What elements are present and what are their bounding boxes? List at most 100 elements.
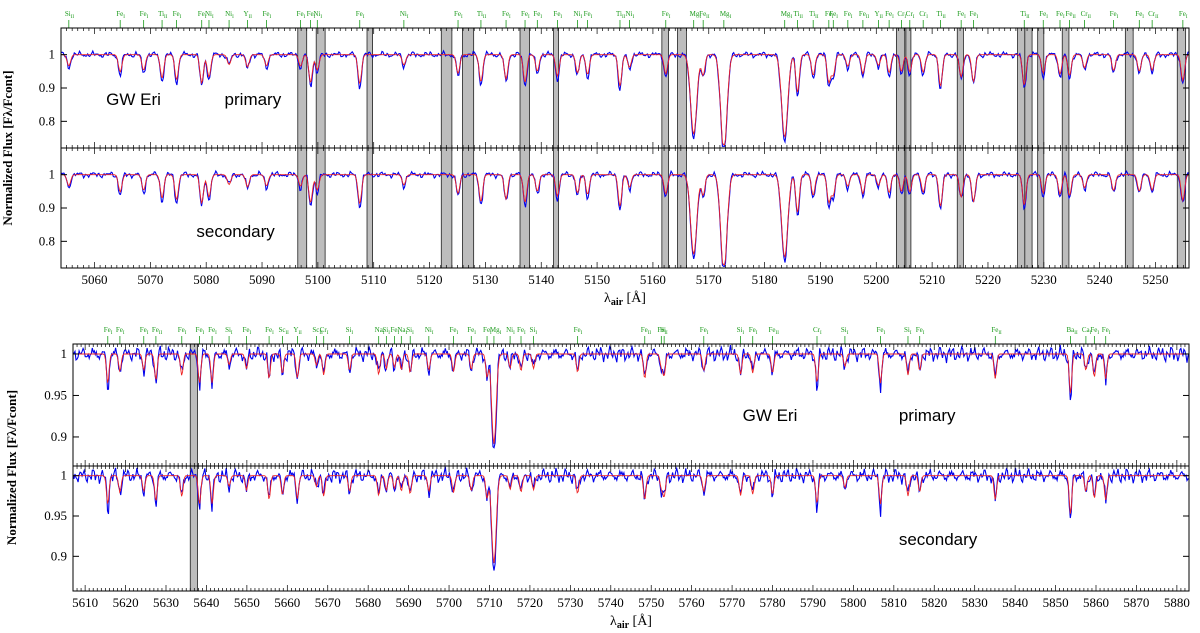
line-id-label: FeI — [533, 10, 542, 20]
x-tick-label: 5840 — [1002, 595, 1028, 610]
masked-region — [1024, 147, 1033, 269]
x-tick-label: 5220 — [975, 272, 1001, 287]
x-tick-label: 5250 — [1142, 272, 1168, 287]
line-id-label: NiI — [625, 10, 634, 20]
line-id-label: FeI — [1090, 326, 1099, 336]
panel-frame — [72, 343, 1190, 467]
line-id-label: CrI — [906, 10, 915, 20]
x-tick-label: 5700 — [436, 595, 462, 610]
line-id-label: FeI — [116, 326, 125, 336]
line-id-label: FeI — [262, 10, 271, 20]
line-id-label: FeI — [390, 326, 399, 336]
x-tick-label: 5630 — [153, 595, 179, 610]
line-id-label: FeI — [885, 10, 894, 20]
line-id-label: TiII — [937, 10, 947, 20]
masked-region — [1124, 147, 1134, 269]
line-id-label: CrII — [1148, 10, 1159, 20]
line-id-label: FeI — [916, 326, 925, 336]
masked-region — [315, 147, 326, 269]
line-id-label: FeI — [1039, 10, 1048, 20]
masked-region — [956, 147, 964, 269]
x-tick-label: 5670 — [315, 595, 341, 610]
x-tick-label: 5620 — [113, 595, 139, 610]
line-id-label: FeI — [662, 10, 671, 20]
y-tick-label: 1 — [61, 468, 68, 483]
line-id-label: FeI — [1102, 326, 1111, 336]
line-id-label: SiI — [530, 326, 538, 336]
panel-label: GW Eri — [106, 90, 161, 109]
masked-region — [366, 147, 373, 269]
masked-region — [315, 27, 326, 149]
x-tick-label: 5070 — [137, 272, 163, 287]
masked-region — [189, 465, 198, 592]
masked-region — [1061, 147, 1070, 269]
bottom-chart: FeI FeI FeI FeII FeI FeI FeI SiI FeI FeI ScII YII Sc… — [4, 326, 1190, 631]
line-id-label: FeI — [574, 326, 583, 336]
line-id-label: FeII — [1065, 10, 1076, 20]
x-tick-label: 5740 — [598, 595, 624, 610]
line-id-label: TiII — [158, 10, 168, 20]
x-tick-label: 5680 — [355, 595, 381, 610]
line-id-label: YII — [875, 10, 884, 20]
x-tick-label: 5730 — [557, 595, 583, 610]
observed-spectrum-line — [72, 344, 1190, 449]
masked-region — [440, 147, 453, 269]
masked-region — [895, 147, 906, 269]
line-id-label: FeI — [297, 10, 306, 20]
line-id-label: FeI — [140, 326, 149, 336]
x-tick-label: 5710 — [476, 595, 502, 610]
line-id-label: SiI — [660, 326, 668, 336]
masked-region — [1017, 27, 1026, 149]
line-id-label: FeII — [859, 10, 870, 20]
line-id-label: FeI — [829, 10, 838, 20]
line-id-label: BaII — [1067, 326, 1078, 336]
y-tick-label: 0.9 — [39, 80, 55, 95]
line-id-label: NiI — [313, 10, 322, 20]
line-id-label: FeI — [242, 326, 251, 336]
line-id-label: SiII — [65, 10, 75, 20]
masked-region — [677, 27, 687, 149]
y-axis-label: Normalized Flux [Fλ/Fcont] — [4, 390, 19, 545]
x-tick-label: 5130 — [472, 272, 498, 287]
y-tick-label: 0.95 — [44, 508, 67, 523]
masked-region — [661, 27, 669, 149]
y-tick-label: 0.95 — [44, 387, 67, 402]
masked-region — [895, 27, 906, 149]
model-spectrum-line — [73, 475, 1189, 564]
panel-label: primary — [225, 90, 282, 109]
line-id-label: FeI — [969, 10, 978, 20]
line-id-label: SiI — [841, 326, 849, 336]
y-tick-label: 1 — [49, 47, 56, 62]
masked-region — [297, 27, 308, 149]
line-id-label: SiI — [346, 326, 354, 336]
masked-region — [905, 147, 912, 269]
line-id-label: FeII — [991, 326, 1002, 336]
line-id-label: FeI — [1179, 10, 1188, 20]
x-tick-label: 5080 — [193, 272, 219, 287]
line-id-label: ScII — [278, 326, 289, 336]
line-id-label: FeI — [467, 326, 476, 336]
line-id-label: TiII — [477, 10, 487, 20]
x-tick-label: 5820 — [921, 595, 947, 610]
model-spectrum-line — [61, 174, 1190, 266]
line-id-label: FeI — [584, 10, 593, 20]
line-id-label: YII — [244, 10, 253, 20]
line-id-label: FeI — [454, 10, 463, 20]
panel-frame — [72, 465, 1190, 592]
panel-label: GW Eri — [743, 406, 798, 425]
line-id-label: TiII — [794, 10, 804, 20]
x-tick-label: 5660 — [274, 595, 300, 610]
masked-region — [677, 147, 687, 269]
line-id-label: CaI — [1082, 326, 1092, 336]
masked-region — [956, 27, 964, 149]
x-tick-label: 5150 — [584, 272, 610, 287]
line-id-label: CrII — [1081, 10, 1092, 20]
x-tick-label: 5690 — [396, 595, 422, 610]
masked-region — [1061, 27, 1070, 149]
x-tick-label: 5860 — [1083, 595, 1109, 610]
line-id-label: FeI — [876, 326, 885, 336]
x-tick-label: 5100 — [305, 272, 331, 287]
panel-label: secondary — [196, 222, 275, 241]
line-id-label: FeI — [502, 10, 511, 20]
line-id-label: NiI — [425, 326, 434, 336]
